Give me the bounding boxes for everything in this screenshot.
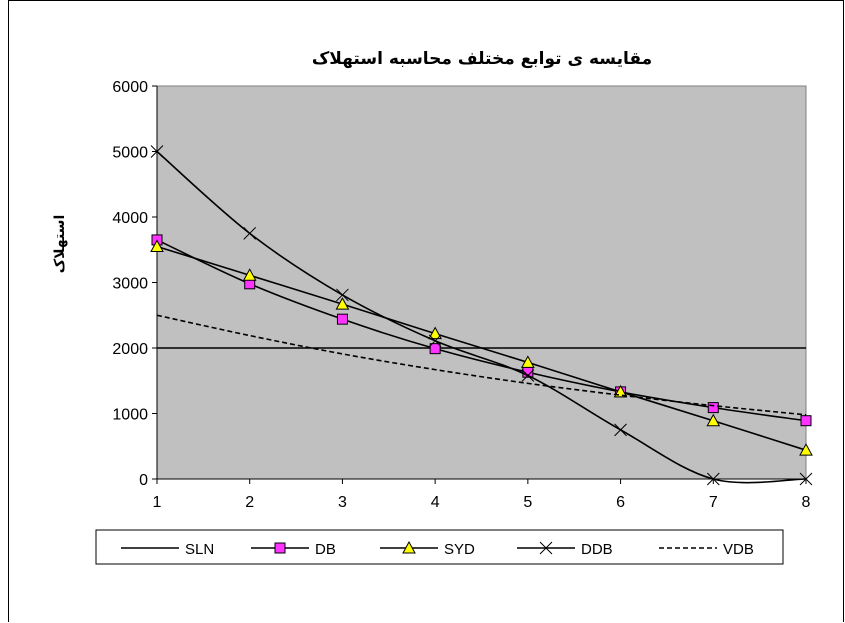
point-syd: [706, 413, 721, 427]
x-tick-label: 7: [709, 494, 718, 511]
y-tick-label: 4000: [112, 210, 148, 227]
point-syd: [521, 355, 535, 368]
point-db: [707, 402, 719, 414]
legend-label-ddb: DDB: [581, 541, 613, 558]
legend-label-vdb: VDB: [723, 541, 754, 558]
legend: SLN DB SYD DDB VDB: [121, 540, 754, 558]
x-tick-label: 6: [616, 494, 625, 511]
y-tick-label: 3000: [112, 276, 148, 293]
point-db: [336, 313, 348, 325]
point-ddb: [614, 423, 627, 437]
point-ddb: [521, 369, 535, 382]
legend-marker-syd: [402, 540, 416, 554]
point-ddb: [428, 334, 442, 348]
point-ddb: [150, 145, 164, 158]
point-ddb: [706, 472, 720, 486]
legend-box: [95, 529, 784, 565]
point-syd: [335, 297, 350, 310]
y-tick-label: 6000: [112, 79, 148, 96]
point-db: [429, 343, 441, 355]
legend-label-syd: SYD: [444, 541, 475, 558]
x-tick-label: 4: [431, 494, 440, 511]
series-line-vdb: [156, 314, 807, 416]
chart-frame: [8, 0, 844, 622]
legend-label-db: DB: [315, 541, 336, 558]
legend-marker-db: [274, 542, 286, 554]
x-tick-label: 1: [153, 494, 162, 511]
legend-marker-ddb: [539, 541, 553, 555]
point-ddb: [336, 288, 349, 302]
point-syd: [799, 443, 813, 456]
point-ddb: [243, 227, 257, 240]
legend-label-sln: SLN: [185, 541, 214, 558]
y-tick-label: 0: [139, 472, 148, 489]
x-tick-label: 2: [245, 494, 254, 511]
point-syd: [428, 326, 442, 340]
y-tick-label: 5000: [112, 145, 148, 162]
y-tick-label: 2000: [112, 341, 148, 358]
point-db: [800, 415, 812, 427]
x-tick-label: 3: [338, 494, 347, 511]
x-tick-label: 5: [523, 494, 532, 511]
chart-title: مقایسه ی توابع مختلف محاسبه استهلاک: [312, 49, 652, 69]
y-axis-label: استهلاک: [52, 215, 68, 274]
point-ddb: [799, 472, 813, 486]
x-tick-label: 8: [802, 494, 811, 511]
point-syd: [242, 268, 257, 281]
point-syd: [150, 239, 164, 252]
series-layer: [150, 145, 813, 486]
series-line-syd: [156, 245, 807, 451]
y-tick-label: 1000: [112, 407, 148, 424]
axes: 0 1000 2000 3000 4000 5000 6000 1 2 3 4 5 6 7 8: [112, 79, 810, 511]
